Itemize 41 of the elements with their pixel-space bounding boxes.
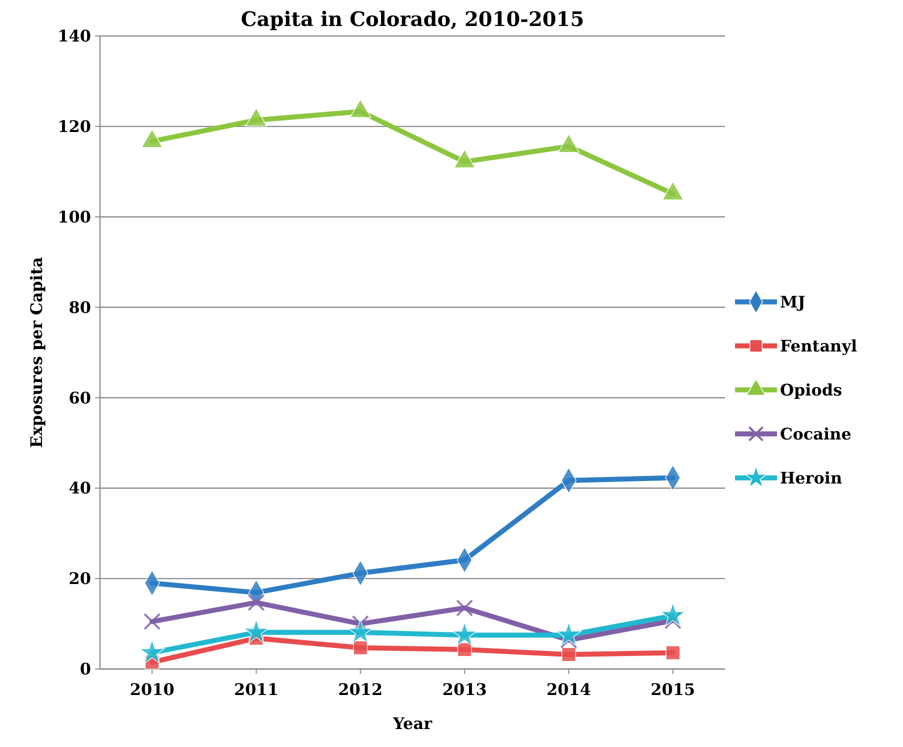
legend-label: Fentanyl <box>780 336 858 356</box>
point <box>353 640 368 656</box>
point <box>245 108 268 127</box>
y-tick-label: 60 <box>68 388 91 408</box>
legend-label: MJ <box>780 292 806 312</box>
y-tick-label: 140 <box>58 26 91 46</box>
x-tick-label: 2012 <box>338 680 383 699</box>
point <box>660 602 686 627</box>
legend-label: Opiods <box>780 380 842 400</box>
x-axis-title: Year <box>392 714 433 733</box>
y-tick-label: 20 <box>68 569 91 588</box>
point <box>141 128 163 148</box>
y-axis-title: Exposures per Capita <box>27 257 46 448</box>
point <box>243 618 270 644</box>
point <box>456 599 474 616</box>
legend-label: Heroin <box>780 468 842 488</box>
y-tick-label: 100 <box>58 207 91 226</box>
point <box>452 622 478 646</box>
point <box>144 612 161 630</box>
x-tick-label: 2014 <box>546 680 592 699</box>
point <box>139 639 165 664</box>
x-tick-label: 2013 <box>442 680 487 699</box>
x-tick-label: 2010 <box>130 680 174 699</box>
chart-title: Capita in Colorado, 2010-2015 <box>240 7 584 31</box>
point <box>454 149 476 168</box>
point <box>666 645 680 660</box>
legend-label: Cocaine <box>780 424 852 444</box>
point <box>457 642 472 657</box>
y-tick-label: 40 <box>68 478 91 498</box>
point <box>248 594 265 612</box>
y-tick-label: 0 <box>80 660 91 679</box>
point <box>561 647 576 662</box>
x-tick-label: 2011 <box>234 680 279 699</box>
point <box>558 134 580 153</box>
point <box>662 181 684 200</box>
point <box>348 618 374 644</box>
point <box>556 622 582 646</box>
point <box>350 99 372 118</box>
x-tick-label: 2015 <box>650 680 696 699</box>
y-tick-label: 120 <box>58 117 91 136</box>
y-tick-label: 80 <box>68 298 91 317</box>
